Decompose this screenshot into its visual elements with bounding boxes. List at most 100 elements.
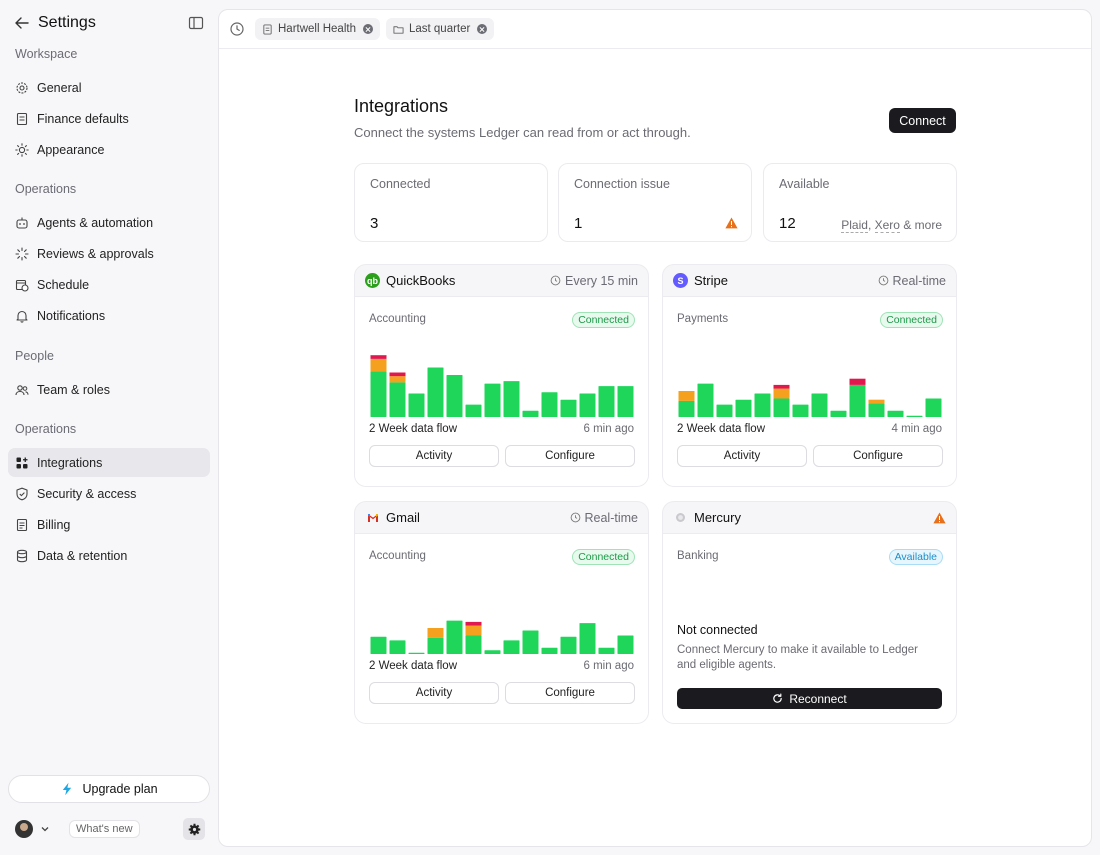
flow-bar-ok bbox=[484, 383, 501, 417]
sidebar-item-security-access[interactable]: Security & access bbox=[8, 479, 210, 508]
avatar[interactable] bbox=[15, 820, 33, 838]
stat-value: 1 bbox=[574, 215, 583, 232]
sidebar-item-notifications[interactable]: Notifications bbox=[8, 301, 210, 330]
sidebar-item-schedule[interactable]: Schedule bbox=[8, 270, 210, 299]
stat-available: Available 12 Plaid, Xero & more bbox=[763, 163, 957, 242]
card-header: Gmail Real-time bbox=[355, 502, 648, 533]
upgrade-plan-label: Upgrade plan bbox=[82, 782, 158, 796]
sidebar-item-team-roles[interactable]: Team & roles bbox=[8, 375, 210, 404]
card-header: Mercury bbox=[663, 502, 956, 533]
stat-connected: Connected 3 bbox=[354, 163, 548, 242]
sync-schedule: Real-time bbox=[878, 273, 947, 288]
warning-icon bbox=[725, 217, 738, 229]
available-examples: Plaid, Xero & more bbox=[841, 218, 942, 233]
flow-bar-warn bbox=[465, 625, 482, 636]
robot-icon bbox=[16, 217, 28, 229]
data-flow-chart bbox=[677, 349, 943, 417]
plaid-link[interactable]: Plaid bbox=[841, 218, 868, 233]
sidebar-item-agents-automation[interactable]: Agents & automation bbox=[8, 208, 210, 237]
sidebar-item-appearance[interactable]: Appearance bbox=[8, 135, 210, 164]
lightning-icon bbox=[63, 782, 72, 796]
remove-chip-icon[interactable] bbox=[477, 24, 488, 34]
card-header: qb QuickBooks Every 15 min bbox=[355, 265, 648, 296]
flow-bar-ok bbox=[446, 375, 463, 417]
data-flow-chart bbox=[369, 349, 635, 417]
chip-label: Last quarter bbox=[408, 23, 471, 35]
section-operations: Operations bbox=[15, 182, 77, 196]
history-clock-icon[interactable] bbox=[229, 21, 245, 37]
flow-bar-ok bbox=[617, 635, 634, 654]
sidebar-item-data-retention[interactable]: Data & retention bbox=[8, 541, 210, 570]
sync-schedule-label: Every 15 min bbox=[565, 273, 638, 288]
sidebar-item-label: Billing bbox=[37, 517, 71, 532]
data-flow-label: 2 Week data flow bbox=[677, 423, 766, 435]
reconnect-button[interactable]: Reconnect bbox=[677, 688, 942, 709]
grid-plus-icon bbox=[16, 457, 28, 468]
sidebar-item-finance-defaults[interactable]: Finance defaults bbox=[8, 104, 210, 133]
database-icon bbox=[16, 549, 28, 562]
flow-bar-ok bbox=[370, 371, 387, 417]
stripe-logo-icon: S bbox=[673, 273, 688, 288]
flow-bar-ok bbox=[792, 404, 809, 417]
integration-name: Gmail bbox=[386, 510, 420, 525]
card-body: Accounting Connected 2 Week data flow 6 … bbox=[355, 533, 648, 723]
integration-name: Mercury bbox=[694, 510, 741, 525]
configure-button[interactable]: Configure bbox=[813, 445, 943, 467]
flow-bar-ok bbox=[503, 640, 520, 654]
activity-button[interactable]: Activity bbox=[369, 445, 499, 467]
upgrade-plan-button[interactable]: Upgrade plan bbox=[8, 775, 210, 803]
data-flow-chart bbox=[369, 586, 635, 654]
users-icon bbox=[15, 384, 29, 395]
sidebar-item-label: General bbox=[37, 80, 82, 95]
remove-chip-icon[interactable] bbox=[362, 24, 373, 34]
status-badge: Connected bbox=[572, 312, 635, 328]
activity-button[interactable]: Activity bbox=[677, 445, 807, 467]
sidebar-toggle-icon[interactable] bbox=[188, 15, 204, 31]
stat-value: 12 bbox=[779, 215, 796, 232]
flow-bar-warn bbox=[370, 358, 387, 372]
context-chip-client[interactable]: Hartwell Health bbox=[255, 18, 380, 40]
activity-button[interactable]: Activity bbox=[369, 682, 499, 704]
data-flow-svg bbox=[370, 355, 634, 417]
configure-button[interactable]: Configure bbox=[505, 682, 635, 704]
flow-bar-ok bbox=[522, 410, 539, 417]
flow-bar-ok bbox=[427, 367, 444, 417]
chevron-down-icon[interactable] bbox=[39, 823, 51, 835]
flow-bar-warn bbox=[868, 399, 885, 404]
connect-button[interactable]: Connect bbox=[889, 108, 956, 133]
gear-icon bbox=[16, 81, 28, 94]
sidebar-item-label: Schedule bbox=[37, 277, 90, 292]
and-more-label: & more bbox=[903, 218, 942, 232]
settings-gear-button[interactable] bbox=[183, 818, 205, 840]
flow-bar-ok bbox=[598, 386, 615, 417]
flow-bar-ok bbox=[446, 620, 463, 654]
flow-bar-ok bbox=[465, 404, 482, 417]
section-workspace: Workspace bbox=[15, 47, 78, 61]
flow-bar-warn bbox=[389, 376, 406, 383]
arrow-left-icon[interactable] bbox=[14, 15, 30, 31]
flow-bar-err bbox=[465, 621, 482, 626]
card-header: S Stripe Real-time bbox=[663, 265, 956, 296]
context-chip-period[interactable]: Last quarter bbox=[385, 18, 495, 40]
context-bar: Hartwell Health Last quarter bbox=[219, 10, 1091, 49]
stat-label: Connection issue bbox=[574, 177, 670, 191]
flow-bar-ok bbox=[503, 381, 520, 417]
xero-link[interactable]: Xero bbox=[874, 218, 900, 233]
stat-label: Available bbox=[779, 177, 830, 191]
integration-card-gmail: Gmail Real-time Accounting Connected 2 W… bbox=[354, 501, 649, 724]
configure-button[interactable]: Configure bbox=[505, 445, 635, 467]
chip-label: Hartwell Health bbox=[278, 23, 356, 35]
sidebar-item-general[interactable]: General bbox=[8, 73, 210, 102]
sidebar-item-reviews-approvals[interactable]: Reviews & approvals bbox=[8, 239, 210, 268]
flow-bar-ok bbox=[560, 399, 577, 417]
sidebar-item-integrations[interactable]: Integrations bbox=[8, 448, 210, 477]
sync-schedule-label: Real-time bbox=[584, 510, 639, 525]
status-badge: Available bbox=[888, 549, 943, 565]
receipt-icon bbox=[16, 518, 28, 531]
whats-new-button[interactable]: What's new bbox=[69, 820, 140, 838]
stat-value: 3 bbox=[370, 215, 379, 232]
sidebar-item-billing[interactable]: Billing bbox=[8, 510, 210, 539]
integration-card-mercury: Mercury Banking Available Not connected … bbox=[662, 501, 957, 724]
sync-schedule-label: Real-time bbox=[892, 273, 947, 288]
flow-bar-ok bbox=[811, 393, 828, 417]
